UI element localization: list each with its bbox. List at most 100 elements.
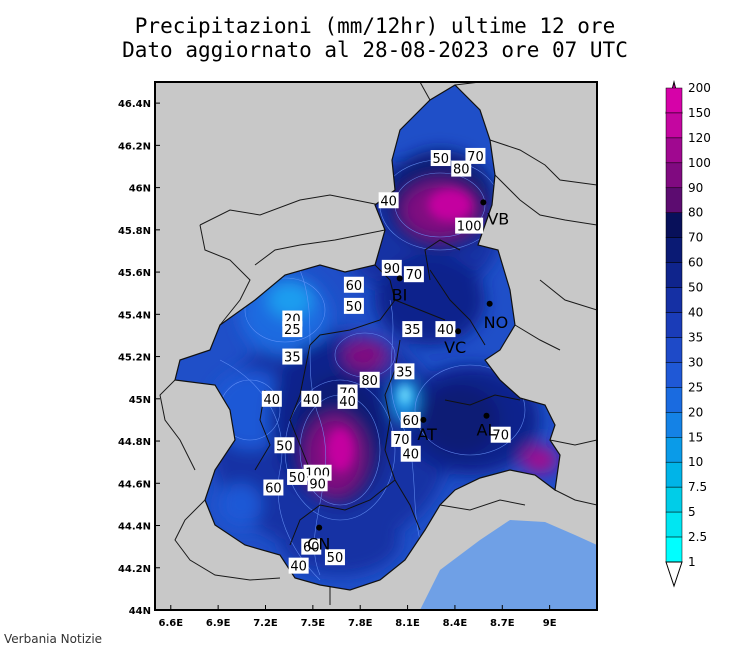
x-tick-label: 9E (543, 618, 557, 629)
contour-label: 40 (301, 390, 322, 408)
legend-level-label: 100 (688, 156, 711, 170)
contour-label: 50 (324, 549, 345, 566)
legend-swatch (665, 287, 683, 313)
svg-text:40: 40 (380, 194, 397, 209)
contour-label: 40 (378, 192, 399, 209)
legend-swatch (665, 437, 683, 463)
legend-swatch (665, 486, 683, 513)
x-tick-label: 6.6E (159, 618, 184, 629)
city-dot (483, 412, 490, 419)
contour-label: 40 (337, 392, 358, 410)
legend-swatch (665, 337, 683, 363)
city-dot (396, 275, 403, 282)
city-label: CN (307, 535, 330, 554)
contour-label: 35 (402, 321, 423, 338)
x-tick-label: 7.5E (301, 618, 326, 629)
y-tick-label: 45.2N (118, 353, 151, 364)
svg-text:40: 40 (402, 448, 419, 463)
y-tick-label: 46.4N (118, 99, 151, 110)
svg-text:70: 70 (406, 268, 423, 283)
map-title-line1: Precipitazioni (mm/12hr) ultime 12 ore (134, 14, 616, 38)
legend-swatch (665, 262, 683, 288)
legend-level-label: 90 (688, 181, 703, 195)
legend-swatch (665, 536, 683, 563)
svg-text:50: 50 (289, 471, 306, 486)
svg-text:70: 70 (393, 433, 410, 448)
city-label: BI (392, 285, 408, 304)
x-tick-label: 7.2E (253, 618, 278, 629)
contour-label: 50 (430, 150, 451, 167)
city-dot (480, 199, 487, 206)
contour-label: 60 (301, 538, 322, 556)
contour-label: 40 (400, 445, 421, 463)
y-tick-label: 45.8N (118, 226, 151, 237)
legend-swatch (665, 387, 683, 413)
legend-swatch (665, 87, 683, 114)
legend-level-label: 25 (688, 380, 703, 394)
city-dot (420, 416, 427, 423)
svg-text:40: 40 (264, 393, 281, 408)
legend-swatch (665, 212, 683, 238)
contour-label: 70 (490, 426, 511, 444)
legend-level-label: 120 (688, 131, 711, 145)
contour-label: 60 (343, 276, 364, 294)
svg-text:60: 60 (346, 279, 363, 294)
legend-level-label: 5 (688, 505, 696, 519)
svg-text:90: 90 (309, 477, 326, 492)
legend-level-label: 150 (688, 106, 711, 120)
legend-level-label: 60 (688, 256, 703, 270)
y-tick-label: 44.6N (118, 479, 151, 490)
svg-text:25: 25 (284, 323, 301, 338)
y-tick-label: 46.2N (118, 141, 151, 152)
neighbour-borders (159, 82, 597, 605)
svg-text:70: 70 (492, 429, 509, 444)
city-dot (455, 328, 462, 335)
svg-text:80: 80 (453, 163, 470, 178)
city-dot (316, 524, 323, 531)
map-title-line2: Dato aggiornato al 28-08-2023 ore 07 UTC (122, 38, 628, 62)
svg-text:60: 60 (265, 482, 282, 497)
legend-level-label: 20 (688, 405, 703, 419)
color-legend: 1 2.5 5 7.5 10 15 20 25 30 35 40 50 60 70 80 90 100 120 15… (665, 80, 711, 588)
contour-labels: 5070804010090706050202535403580357040404… (261, 147, 511, 575)
map-frame (154, 81, 598, 611)
legend-swatch (665, 237, 683, 263)
contour-label: 90 (307, 475, 328, 492)
city-label: NO (484, 313, 509, 332)
svg-text:35: 35 (284, 351, 301, 366)
contour-label: 70 (391, 430, 412, 448)
svg-text:40: 40 (437, 323, 454, 338)
svg-text:80: 80 (361, 374, 378, 389)
legend-swatch (665, 112, 683, 139)
legend-level-label: 50 (688, 281, 703, 295)
legend-level-label: 1 (688, 555, 696, 569)
y-tick-label: 45.4N (118, 310, 151, 321)
legend-swatch (665, 461, 683, 488)
x-tick-label: 6.9E (206, 618, 231, 629)
y-tick-label: 44N (129, 606, 151, 617)
contour-label: 25 (282, 321, 303, 338)
y-tick-label: 46N (129, 184, 151, 195)
legend-level-label: 80 (688, 206, 703, 220)
legend-swatch (665, 412, 683, 438)
svg-text:40: 40 (339, 395, 356, 410)
legend-level-label: 35 (688, 330, 703, 344)
contour-label: 90 (381, 259, 402, 277)
legend-swatch (665, 162, 683, 189)
svg-text:50: 50 (276, 439, 293, 454)
contour-label: 40 (435, 321, 456, 338)
legend-level-label: 200 (688, 81, 711, 95)
city-dot (486, 300, 493, 307)
y-tick-label: 44.8N (118, 437, 151, 448)
contour-label: 80 (359, 371, 380, 389)
city-label: VC (444, 338, 466, 357)
svg-text:35: 35 (404, 323, 421, 338)
contour-label: 60 (400, 411, 421, 429)
contour-label: 50 (287, 468, 308, 486)
contour-label: 60 (263, 479, 284, 497)
legend-level-label: 15 (688, 430, 703, 444)
legend-swatch (665, 511, 683, 538)
svg-text:50: 50 (346, 300, 363, 315)
city-label: AL (477, 421, 497, 440)
